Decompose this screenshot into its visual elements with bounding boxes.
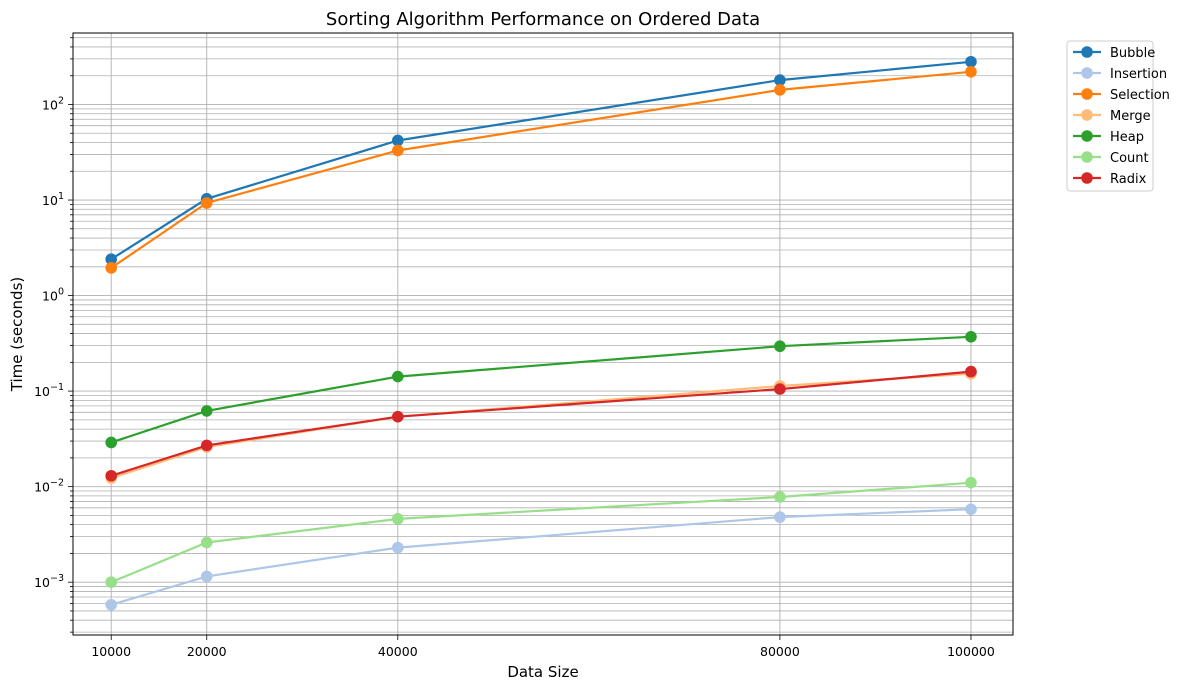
data-point: [105, 576, 118, 588]
y-tick-label: 101: [42, 191, 64, 208]
data-point: [105, 262, 118, 274]
legend-marker: [1081, 130, 1093, 142]
x-axis-label: Data Size: [507, 663, 578, 681]
y-tick-exponent: 1: [58, 191, 64, 202]
data-point: [965, 331, 977, 343]
data-point: [965, 55, 977, 68]
data-point: [965, 503, 977, 516]
x-tick-label: 40000: [378, 644, 418, 659]
y-tick-exponent: −1: [50, 382, 64, 393]
legend-marker: [1081, 46, 1093, 58]
legend-item-merge: Merge: [1073, 109, 1151, 124]
legend-item-selection: Selection: [1073, 88, 1170, 103]
x-axis-ticks: 10000 20000 40000 80000 100000: [91, 635, 995, 659]
data-point: [774, 74, 786, 86]
y-axis-label: Time (seconds): [8, 277, 26, 393]
data-point: [965, 476, 977, 489]
x-tick-label: 80000: [760, 644, 800, 659]
legend-label: Heap: [1110, 130, 1144, 145]
y-tick-base: 10: [34, 480, 50, 495]
legend-label: Insertion: [1110, 67, 1167, 82]
data-point: [774, 340, 786, 353]
plot-frame: [72, 32, 1014, 636]
series-selection: [105, 65, 977, 274]
series-layer: [105, 55, 977, 611]
series-line: [110, 481, 972, 584]
legend-item-heap: Heap: [1073, 130, 1144, 145]
series-merge: [105, 367, 977, 484]
data-point: [391, 541, 404, 554]
y-tick-base: 10: [34, 575, 50, 590]
series-count: [105, 476, 977, 588]
legend: Bubble Insertion Selection Merge Heap Count Ra…: [1066, 40, 1170, 192]
y-tick-label: 10−3: [34, 573, 64, 590]
legend-marker: [1081, 172, 1093, 184]
data-point: [965, 365, 977, 378]
legend-item-insertion: Insertion: [1073, 67, 1167, 82]
series-line: [110, 370, 972, 477]
data-point: [105, 253, 118, 266]
legend-item-bubble: Bubble: [1073, 46, 1155, 61]
legend-marker: [1081, 88, 1093, 100]
series-line: [110, 60, 972, 261]
data-point: [391, 134, 404, 147]
grid-lines: [73, 33, 1013, 635]
data-point: [200, 570, 213, 583]
data-point: [200, 536, 213, 549]
series-radix: [105, 365, 977, 482]
y-tick-base: 10: [42, 97, 58, 112]
y-tick-exponent: −2: [50, 478, 64, 489]
data-point: [200, 439, 213, 452]
series-line: [110, 372, 972, 480]
legend-label: Count: [1110, 151, 1149, 166]
data-point: [105, 469, 118, 482]
y-tick-exponent: 0: [58, 287, 64, 298]
x-tick-label: 20000: [187, 644, 227, 659]
series-insertion: [105, 503, 977, 611]
series-line: [110, 508, 972, 606]
y-tick-label: 100: [42, 287, 64, 304]
x-tick-label: 10000: [91, 644, 131, 659]
legend-label: Selection: [1110, 88, 1170, 103]
data-point: [774, 491, 786, 503]
data-point: [774, 84, 786, 96]
legend-label: Bubble: [1110, 46, 1155, 61]
legend-item-count: Count: [1073, 151, 1149, 166]
y-tick-exponent: 2: [58, 95, 64, 106]
series-line: [110, 335, 972, 444]
y-tick-label: 10−1: [34, 382, 64, 399]
legend-label: Merge: [1110, 109, 1151, 124]
legend-item-radix: Radix: [1073, 172, 1147, 187]
data-point: [391, 410, 404, 423]
data-point: [391, 370, 404, 383]
y-tick-base: 10: [34, 384, 50, 399]
data-point: [774, 383, 786, 395]
data-point: [965, 65, 977, 78]
chart-title: Sorting Algorithm Performance on Ordered…: [326, 9, 760, 30]
y-tick-base: 10: [42, 289, 58, 304]
y-tick-exponent: −3: [50, 573, 64, 584]
data-point: [200, 197, 213, 209]
y-tick-label: 102: [42, 95, 64, 112]
legend-marker: [1081, 151, 1093, 163]
legend-marker: [1081, 109, 1093, 121]
data-point: [105, 436, 118, 449]
legend-marker: [1081, 67, 1093, 79]
series-heap: [105, 331, 977, 449]
y-tick-label: 10−2: [34, 478, 64, 495]
data-point: [774, 511, 786, 523]
series-bubble: [105, 55, 977, 266]
data-point: [200, 405, 213, 417]
x-tick-label: 100000: [947, 644, 995, 659]
data-point: [391, 513, 404, 525]
legend-label: Radix: [1110, 172, 1147, 187]
data-point: [105, 598, 118, 611]
series-line: [110, 70, 972, 269]
y-tick-base: 10: [42, 193, 58, 208]
data-point: [391, 144, 404, 157]
